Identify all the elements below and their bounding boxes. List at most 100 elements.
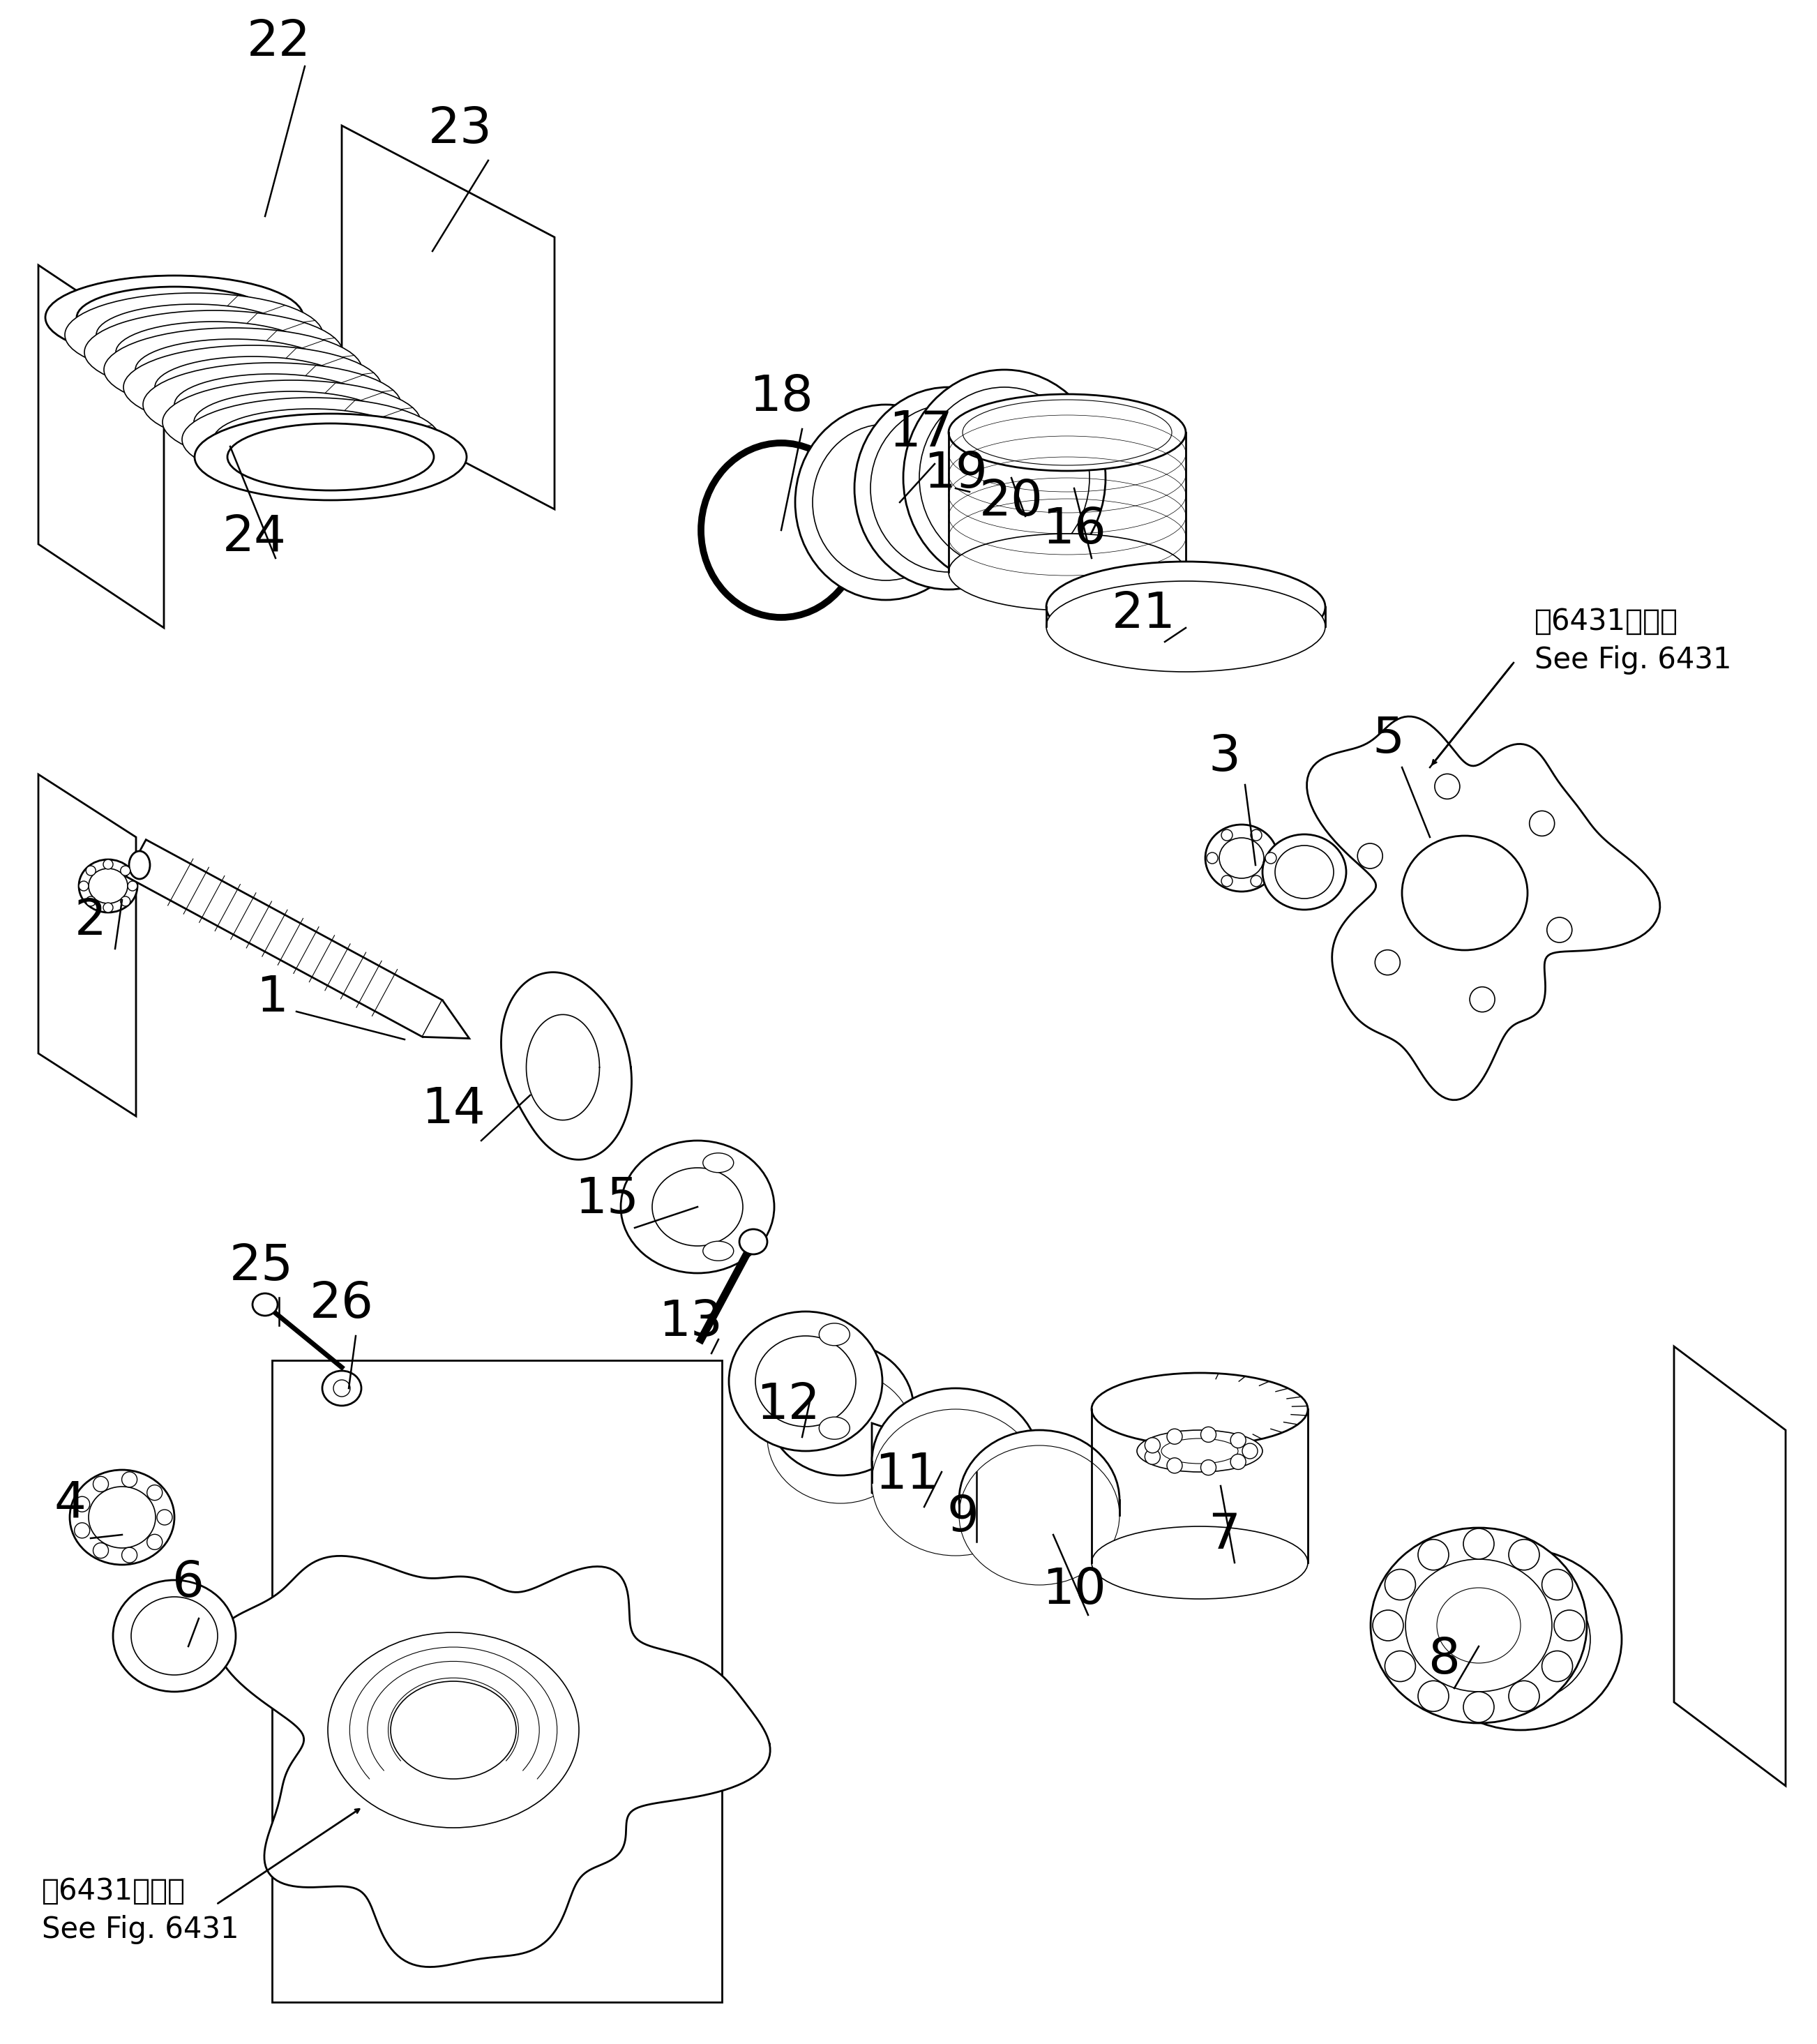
Circle shape: [93, 1476, 109, 1492]
Text: 18: 18: [749, 374, 814, 421]
Ellipse shape: [796, 405, 976, 601]
Text: 20: 20: [979, 478, 1043, 527]
Polygon shape: [423, 1000, 469, 1038]
Circle shape: [1265, 852, 1276, 865]
Ellipse shape: [194, 390, 389, 454]
Circle shape: [127, 881, 138, 891]
Circle shape: [1543, 1652, 1572, 1682]
Ellipse shape: [113, 1580, 236, 1692]
Text: 8: 8: [1428, 1637, 1459, 1684]
Ellipse shape: [756, 1337, 856, 1427]
Ellipse shape: [1403, 836, 1528, 950]
Ellipse shape: [870, 405, 1027, 572]
Ellipse shape: [194, 413, 467, 501]
Circle shape: [1530, 811, 1555, 836]
Circle shape: [1357, 844, 1383, 869]
Ellipse shape: [1450, 1576, 1590, 1703]
Circle shape: [1145, 1437, 1161, 1453]
Ellipse shape: [227, 423, 434, 491]
Circle shape: [74, 1496, 89, 1513]
Text: 第6431図参照
See Fig. 6431: 第6431図参照 See Fig. 6431: [1535, 607, 1732, 675]
Circle shape: [1470, 987, 1495, 1012]
Ellipse shape: [1205, 824, 1277, 891]
Circle shape: [1201, 1427, 1216, 1443]
Circle shape: [78, 881, 89, 891]
Circle shape: [1230, 1433, 1246, 1447]
Circle shape: [1243, 1443, 1257, 1459]
Ellipse shape: [819, 1322, 850, 1345]
Text: 24: 24: [222, 513, 287, 562]
Ellipse shape: [1370, 1527, 1586, 1723]
Circle shape: [120, 867, 131, 875]
Ellipse shape: [129, 850, 151, 879]
Ellipse shape: [621, 1141, 774, 1273]
Circle shape: [1250, 830, 1261, 840]
Text: 1: 1: [256, 973, 289, 1022]
Ellipse shape: [131, 1596, 218, 1674]
Text: 7: 7: [1208, 1511, 1241, 1560]
Ellipse shape: [154, 356, 351, 417]
Ellipse shape: [116, 321, 311, 382]
Circle shape: [1554, 1611, 1584, 1641]
Text: 3: 3: [1208, 734, 1241, 781]
Ellipse shape: [854, 386, 1043, 589]
Ellipse shape: [819, 1416, 850, 1439]
Text: 19: 19: [923, 450, 988, 499]
Ellipse shape: [45, 276, 303, 360]
Ellipse shape: [948, 394, 1187, 470]
Ellipse shape: [703, 1241, 734, 1261]
Circle shape: [1463, 1529, 1494, 1560]
Ellipse shape: [767, 1343, 914, 1476]
Ellipse shape: [652, 1167, 743, 1247]
Circle shape: [1250, 875, 1261, 887]
Ellipse shape: [1406, 1560, 1552, 1692]
Ellipse shape: [96, 305, 291, 366]
Circle shape: [1385, 1652, 1415, 1682]
Ellipse shape: [89, 869, 127, 903]
Ellipse shape: [701, 444, 861, 617]
Circle shape: [1385, 1570, 1415, 1600]
Ellipse shape: [174, 374, 369, 435]
Circle shape: [156, 1511, 173, 1525]
Circle shape: [1206, 852, 1217, 865]
Text: 6: 6: [173, 1560, 204, 1609]
Circle shape: [1167, 1429, 1183, 1445]
Ellipse shape: [89, 1486, 156, 1547]
Circle shape: [122, 1547, 136, 1564]
Ellipse shape: [740, 1228, 767, 1255]
Circle shape: [147, 1535, 162, 1549]
Ellipse shape: [1419, 1549, 1623, 1729]
Ellipse shape: [959, 1445, 1119, 1584]
Ellipse shape: [84, 311, 342, 394]
Circle shape: [104, 858, 113, 869]
Ellipse shape: [872, 1408, 1039, 1555]
Circle shape: [93, 1543, 109, 1558]
Ellipse shape: [703, 1153, 734, 1173]
Circle shape: [85, 897, 96, 905]
Ellipse shape: [65, 292, 323, 376]
Circle shape: [1145, 1449, 1161, 1464]
Ellipse shape: [182, 399, 440, 480]
Ellipse shape: [76, 286, 273, 347]
Ellipse shape: [1092, 1527, 1308, 1598]
Circle shape: [147, 1486, 162, 1500]
Ellipse shape: [162, 380, 420, 464]
Text: 16: 16: [1043, 507, 1107, 554]
Text: 26: 26: [309, 1280, 374, 1329]
Ellipse shape: [1047, 562, 1325, 652]
Text: 15: 15: [574, 1175, 640, 1224]
Ellipse shape: [76, 286, 273, 347]
Ellipse shape: [1219, 838, 1265, 879]
Circle shape: [1435, 775, 1459, 799]
Polygon shape: [1673, 1347, 1786, 1786]
Circle shape: [1201, 1459, 1216, 1476]
Ellipse shape: [812, 425, 959, 580]
Ellipse shape: [327, 1633, 580, 1827]
Circle shape: [1417, 1680, 1448, 1711]
Ellipse shape: [144, 362, 402, 446]
Text: 23: 23: [429, 104, 492, 153]
Ellipse shape: [233, 427, 429, 489]
Ellipse shape: [45, 276, 303, 360]
Ellipse shape: [919, 386, 1090, 568]
Text: 22: 22: [247, 18, 311, 65]
